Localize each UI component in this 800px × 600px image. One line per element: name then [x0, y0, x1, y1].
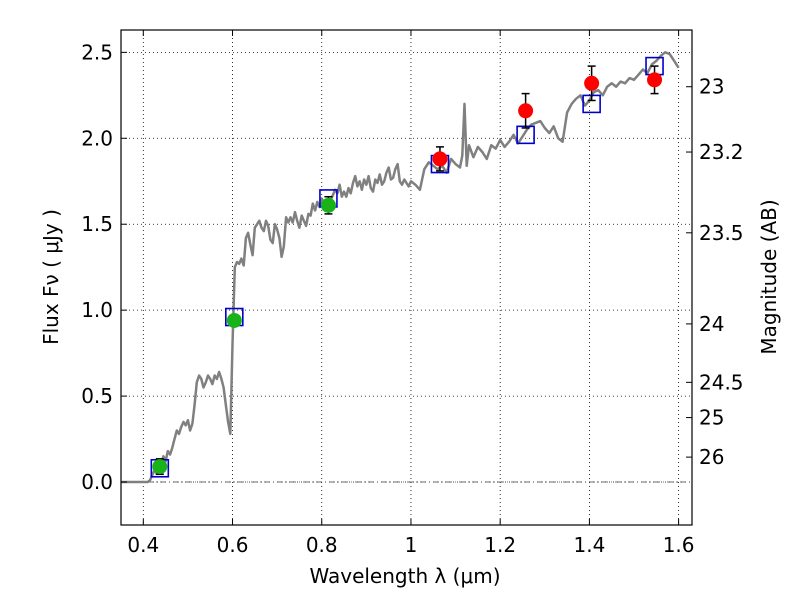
plot-area	[121, 51, 680, 484]
x-tick-label: 1.2	[484, 533, 516, 557]
grid	[121, 30, 692, 525]
y-tick-label: 0.0	[81, 470, 113, 494]
nir-data-point	[647, 72, 663, 88]
nir-data-point	[518, 103, 534, 119]
optical-data-point	[152, 459, 168, 475]
mag-tick-label: 23	[699, 75, 724, 99]
x-tick-label: 0.8	[306, 533, 338, 557]
optical-data-point	[320, 197, 336, 213]
y-tick-label: 0.5	[81, 384, 113, 408]
right-axis-title: Magnitude (AB)	[757, 199, 781, 354]
mag-tick-label: 25	[699, 406, 724, 430]
y-tick-label: 1.5	[81, 212, 113, 236]
mag-tick-label: 24	[699, 312, 724, 336]
nir-data-point	[432, 151, 448, 167]
mag-tick-label: 26	[699, 445, 724, 469]
y-tick-label: 2.0	[81, 126, 113, 150]
x-axis-title: Wavelength λ (μm)	[309, 564, 500, 588]
nir-data-point	[584, 75, 600, 91]
ticks: 0.4 0.6 0.8 1 1.2 1.4 1.6 0.0 0.5 1.0 1.5 2.0 2.5 23 2…	[81, 30, 744, 557]
y-axis-title: Flux Fν ( μJy )	[39, 209, 63, 345]
x-tick-label: 1	[405, 533, 418, 557]
x-tick-label: 0.4	[127, 533, 159, 557]
y-tick-label: 1.0	[81, 298, 113, 322]
mag-tick-label: 23.2	[699, 140, 744, 164]
x-tick-label: 0.6	[217, 533, 249, 557]
y-tick-label: 2.5	[81, 40, 113, 64]
x-tick-label: 1.6	[663, 533, 695, 557]
mag-tick-label: 24.5	[699, 370, 744, 394]
axes-frame	[120, 29, 693, 526]
optical-data-point	[226, 312, 242, 328]
mag-tick-label: 23.5	[699, 221, 744, 245]
model-spectrum-line	[121, 51, 680, 484]
x-tick-label: 1.4	[573, 533, 605, 557]
